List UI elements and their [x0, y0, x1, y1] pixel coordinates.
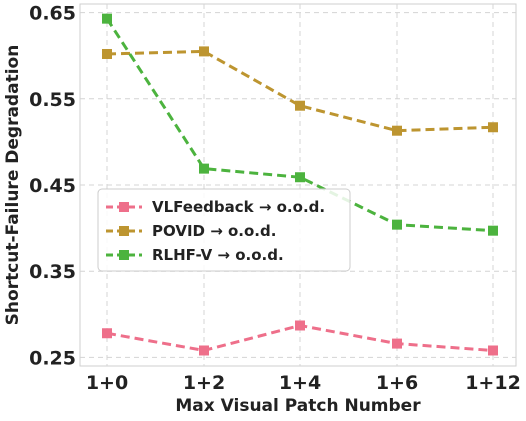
- y-tick-label: 0.45: [29, 175, 76, 197]
- data-point: [102, 13, 112, 24]
- y-tick-label: 0.25: [29, 347, 76, 369]
- data-point: [199, 46, 209, 57]
- data-point: [488, 345, 498, 356]
- x-tick-label: 1+6: [376, 372, 418, 394]
- y-tick-label: 0.35: [29, 261, 76, 283]
- data-point: [102, 48, 112, 59]
- legend-item: RLHF-V → o.o.d.: [106, 246, 284, 264]
- legend-marker: [119, 226, 129, 236]
- data-point: [392, 125, 402, 136]
- data-point: [392, 338, 402, 349]
- x-tick-label: 1+0: [86, 372, 128, 394]
- data-point: [488, 225, 498, 236]
- x-axis-ticks: 1+0 1+2 1+4 1+6 1+12: [86, 372, 521, 394]
- data-point: [295, 320, 305, 331]
- data-point: [295, 100, 305, 111]
- series-2: [102, 13, 498, 236]
- x-tick-label: 1+2: [183, 372, 225, 394]
- y-tick-label: 0.65: [29, 3, 76, 25]
- data-point: [199, 345, 209, 356]
- legend-marker: [119, 202, 129, 212]
- legend-label: VLFeedback → o.o.d.: [152, 198, 325, 216]
- legend-marker: [119, 250, 129, 260]
- data-point: [199, 163, 209, 174]
- data-point: [295, 172, 305, 183]
- x-tick-label: 1+12: [465, 372, 521, 394]
- x-tick-label: 1+4: [279, 372, 321, 394]
- data-point: [102, 328, 112, 339]
- series-1: [102, 46, 498, 136]
- y-axis-ticks: 0.25 0.35 0.45 0.55 0.65: [29, 3, 76, 370]
- y-tick-label: 0.55: [29, 89, 76, 111]
- legend: VLFeedback → o.o.d. POVID → o.o.d. RLHF-V …: [97, 188, 351, 272]
- series-group: [102, 13, 498, 356]
- data-point: [392, 219, 402, 230]
- data-point: [488, 122, 498, 133]
- series-line: [106, 49, 494, 133]
- legend-item: POVID → o.o.d.: [106, 222, 276, 240]
- legend-label: RLHF-V → o.o.d.: [152, 246, 284, 264]
- legend-label: POVID → o.o.d.: [152, 222, 276, 240]
- legend-item: VLFeedback → o.o.d.: [106, 198, 325, 216]
- series-0: [102, 320, 498, 356]
- legend-frame: [97, 188, 351, 272]
- y-axis-label: Shortcut-Failure Degradation: [3, 45, 23, 326]
- x-axis-label: Max Visual Patch Number: [175, 396, 421, 416]
